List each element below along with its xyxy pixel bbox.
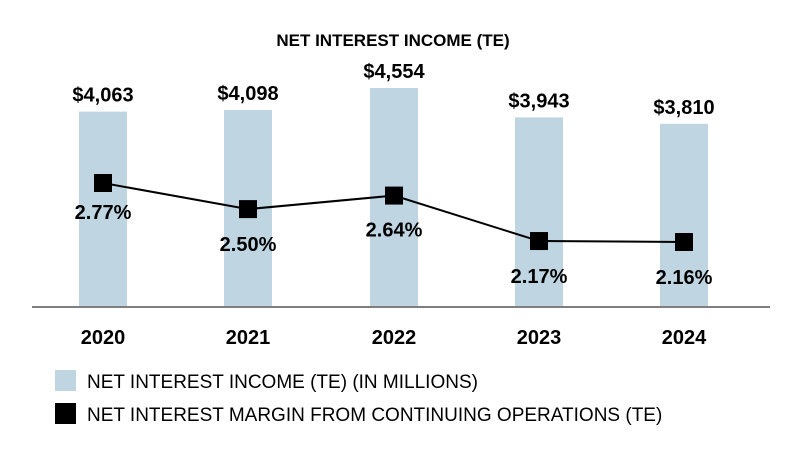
bar-2023 <box>515 117 563 307</box>
legend-swatch-margin <box>55 403 76 424</box>
bar-value-label-2023: $3,943 <box>508 90 569 112</box>
margin-marker-2022 <box>385 186 403 205</box>
x-tick-2022: 2022 <box>372 327 417 349</box>
margin-value-label-2023: 2.17% <box>511 266 568 288</box>
margin-value-label-2021: 2.50% <box>220 234 277 256</box>
legend-label-margin: NET INTEREST MARGIN FROM CONTINUING OPER… <box>87 405 662 426</box>
margin-marker-2024 <box>675 233 693 251</box>
margin-value-label-2020: 2.77% <box>75 202 132 224</box>
legend-label-income: NET INTEREST INCOME (TE) (IN MILLIONS) <box>87 372 478 393</box>
bar-2020 <box>79 111 127 307</box>
bar-2024 <box>660 123 708 307</box>
margin-marker-2023 <box>530 232 548 251</box>
margin-marker-2021 <box>239 200 257 219</box>
x-axis-ticks: 2020 2021 2022 2023 2024 <box>81 327 707 349</box>
margin-marker-2020 <box>94 174 112 192</box>
bar-value-label-2024: $3,810 <box>653 97 714 119</box>
bar-series: $4,063 $4,098 $4,554 $3,943 $3,810 <box>72 61 715 307</box>
bar-value-label-2020: $4,063 <box>72 85 133 107</box>
bar-value-label-2022: $4,554 <box>363 61 425 83</box>
margin-series: 2.77% 2.50% 2.64% 2.17% 2.16% <box>75 174 713 289</box>
legend: NET INTEREST INCOME (TE) (IN MILLIONS) N… <box>55 370 662 426</box>
legend-swatch-income <box>55 370 76 391</box>
x-tick-2020: 2020 <box>81 327 126 349</box>
x-tick-2024: 2024 <box>662 327 707 349</box>
chart-title: NET INTEREST INCOME (TE) <box>276 31 509 50</box>
margin-value-label-2024: 2.16% <box>656 267 713 289</box>
x-tick-2023: 2023 <box>517 327 562 349</box>
x-tick-2021: 2021 <box>226 327 271 349</box>
bar-value-label-2021: $4,098 <box>217 83 278 105</box>
margin-value-label-2022: 2.64% <box>366 220 423 242</box>
